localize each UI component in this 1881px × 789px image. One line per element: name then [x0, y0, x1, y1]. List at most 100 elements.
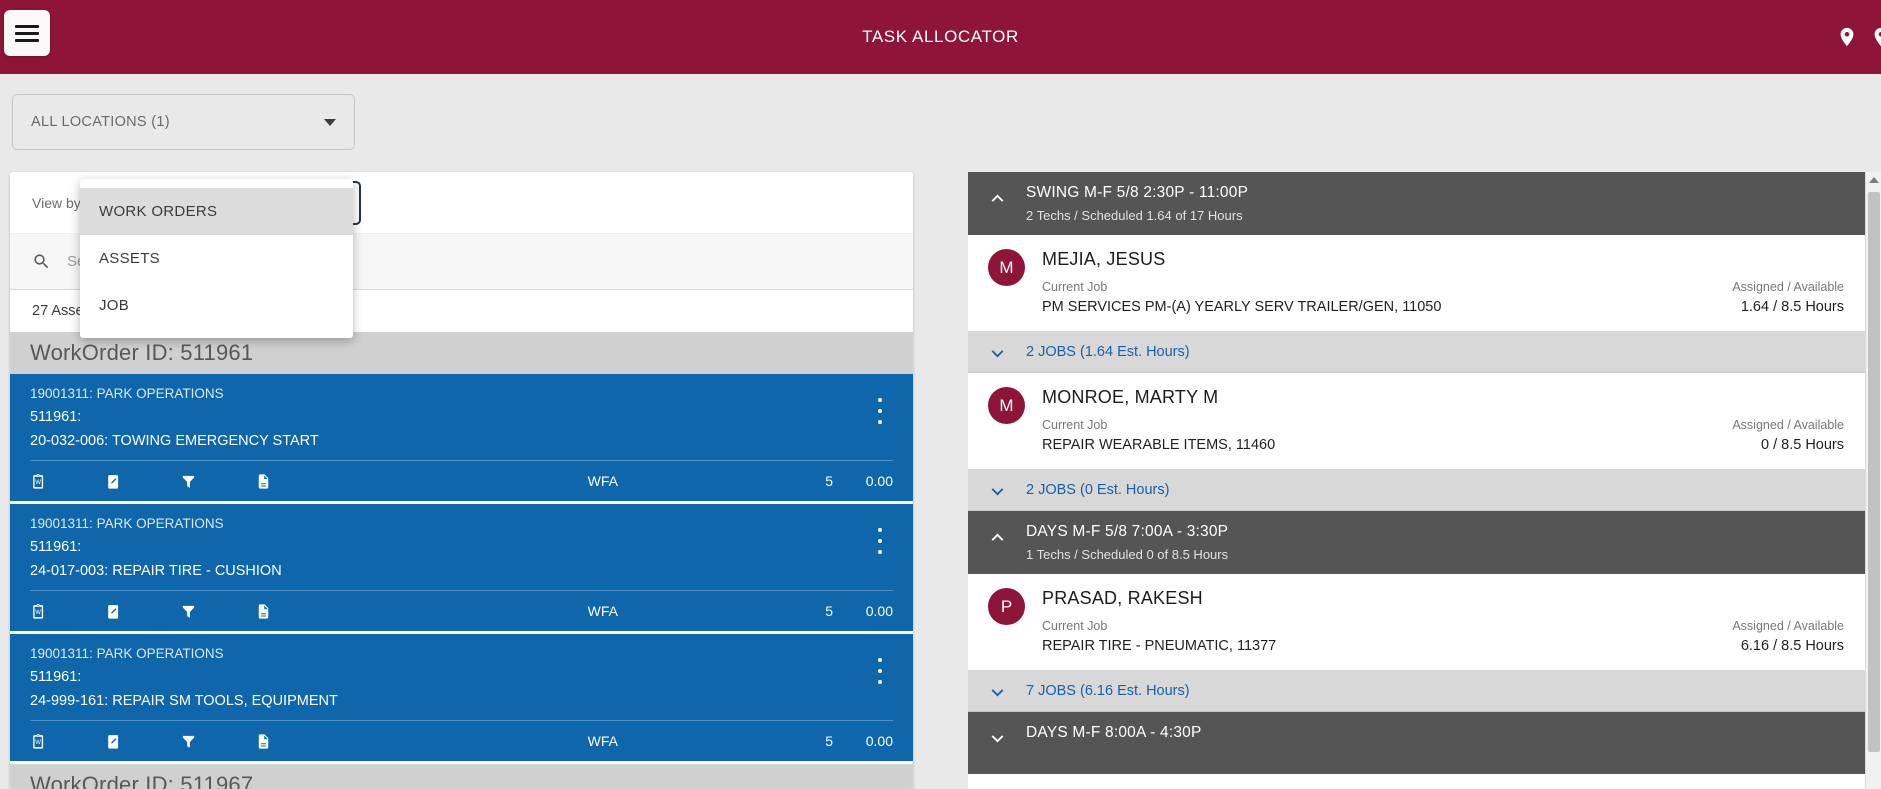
chevron-up-icon[interactable]	[968, 184, 1026, 209]
workorder-cost: 0.00	[865, 473, 893, 489]
current-job-label: Current Job	[1042, 619, 1108, 633]
chevron-up-icon[interactable]	[968, 523, 1026, 548]
workorder-priority: 5	[825, 473, 833, 489]
technician-row[interactable]: P PRASAD, RAKESH Current Job REPAIR TIRE…	[968, 574, 1866, 670]
current-job-label: Current Job	[1042, 418, 1108, 432]
workorder-cost: 0.00	[865, 733, 893, 749]
workorder-id: 511961:	[30, 409, 82, 425]
work-order-icon[interactable]: W	[30, 732, 105, 751]
view-by-label: View by:	[32, 194, 85, 211]
workorder-meta: W WFA 5 0.00	[30, 460, 893, 501]
assigned-available-label: Assigned / Available	[1732, 280, 1844, 294]
jobs-expander[interactable]: 2 JOBS (0 Est. Hours)	[968, 469, 1866, 511]
document-icon[interactable]	[255, 602, 330, 621]
edit-note-icon[interactable]	[105, 472, 180, 491]
svg-text:W: W	[35, 739, 41, 745]
edit-note-icon[interactable]	[105, 732, 180, 751]
shift-subtitle: 1 Techs / Scheduled 0 of 8.5 Hours	[1026, 547, 1229, 562]
technician-row[interactable]: M MEJIA, JESUS Current Job PM SERVICES P…	[968, 235, 1866, 331]
current-job-block: Current Job REPAIR TIRE - PNEUMATIC, 113…	[1042, 619, 1276, 654]
right-panel-scrollbar[interactable]	[1865, 172, 1881, 789]
hamburger-menu-button[interactable]	[4, 10, 50, 56]
technician-details: MONROE, MARTY M Current Job REPAIR WEARA…	[1025, 387, 1866, 453]
shift-header[interactable]: DAYS M-F 5/8 7:00A - 3:30P 1 Techs / Sch…	[968, 511, 1866, 574]
assigned-available-label: Assigned / Available	[1732, 418, 1844, 432]
workorder-id: 511961:	[30, 669, 82, 685]
chevron-down-icon[interactable]	[968, 339, 1026, 364]
location-pin-icon[interactable]	[1830, 20, 1864, 54]
workorder-status: WFA	[587, 733, 618, 749]
chevron-down-icon[interactable]	[968, 678, 1026, 703]
shift-header[interactable]: DAYS M-F 8:00A - 4:30P	[968, 712, 1866, 774]
technician-job-info: Current Job REPAIR WEARABLE ITEMS, 11460…	[1042, 418, 1844, 453]
workorder-card[interactable]: 19001311: PARK OPERATIONS 511961: 24-999…	[10, 634, 913, 761]
workorder-id: 511961:	[30, 539, 82, 555]
document-icon[interactable]	[255, 472, 330, 491]
workorder-card[interactable]: 19001311: PARK OPERATIONS 511961: 24-017…	[10, 504, 913, 631]
workorder-values: WFA 5 0.00	[330, 733, 893, 749]
assigned-available-block: Assigned / Available 1.64 / 8.5 Hours	[1732, 280, 1844, 315]
technician-details: PRASAD, RAKESH Current Job REPAIR TIRE -…	[1025, 588, 1866, 654]
location-filter-bar: ALL LOCATIONS (1)	[0, 74, 1881, 166]
filter-icon[interactable]	[180, 732, 255, 751]
filter-icon[interactable]	[180, 472, 255, 491]
dropdown-item-job[interactable]: JOB	[80, 282, 353, 329]
more-options-icon[interactable]	[869, 398, 891, 424]
search-icon	[34, 254, 49, 269]
all-locations-select[interactable]: ALL LOCATIONS (1)	[12, 94, 355, 150]
workorder-task: 24-999-161: REPAIR SM TOOLS, EQUIPMENT	[30, 693, 338, 709]
work-order-icon[interactable]: W	[30, 602, 105, 621]
assigned-available-value: 1.64 / 8.5 Hours	[1740, 299, 1844, 315]
left-panel-scrollbar[interactable]	[897, 172, 911, 789]
shift-title: DAYS M-F 8:00A - 4:30P	[1026, 724, 1202, 741]
document-icon[interactable]	[255, 732, 330, 751]
jobs-expander[interactable]: 7 JOBS (6.16 Est. Hours)	[968, 670, 1866, 712]
page-title: TASK ALLOCATOR	[862, 27, 1019, 46]
shift-title: DAYS M-F 5/8 7:00A - 3:30P	[1026, 523, 1229, 540]
more-options-icon[interactable]	[869, 528, 891, 554]
technician-name: MONROE, MARTY M	[1042, 387, 1219, 407]
current-job-value: REPAIR WEARABLE ITEMS, 11460	[1042, 437, 1276, 453]
workorder-group-header: WorkOrder ID: 511961	[10, 332, 913, 374]
scroll-up-arrow-icon[interactable]	[1866, 172, 1881, 188]
technician-schedule-panel: SWING M-F 5/8 2:30P - 11:00P 2 Techs / S…	[968, 172, 1866, 789]
assigned-available-value: 0 / 8.5 Hours	[1760, 437, 1844, 453]
dropdown-item-label: JOB	[99, 297, 130, 314]
technician-job-info: Current Job REPAIR TIRE - PNEUMATIC, 113…	[1042, 619, 1844, 654]
workorder-action-icons: W	[30, 732, 330, 751]
workorder-priority: 5	[825, 603, 833, 619]
edit-note-icon[interactable]	[105, 602, 180, 621]
workorder-action-icons: W	[30, 602, 330, 621]
work-order-icon[interactable]: W	[30, 472, 105, 491]
workorder-location: 19001311: PARK OPERATIONS	[30, 646, 224, 661]
svg-text:W: W	[35, 609, 41, 615]
chevron-down-icon[interactable]	[968, 724, 1026, 749]
dropdown-item-work-orders[interactable]: WORK ORDERS	[80, 188, 353, 235]
workorder-card[interactable]: 19001311: PARK OPERATIONS 511961: 20-032…	[10, 374, 913, 501]
jobs-count-label: 2 JOBS (0 Est. Hours)	[1026, 481, 1170, 498]
workorder-group-header: WorkOrder ID: 511967	[10, 764, 913, 789]
workorder-status: WFA	[587, 603, 618, 619]
svg-text:W: W	[35, 479, 41, 485]
jobs-expander[interactable]: 2 JOBS (1.64 Est. Hours)	[968, 331, 1866, 373]
shift-header-text: SWING M-F 5/8 2:30P - 11:00P 2 Techs / S…	[1026, 184, 1248, 223]
technician-job-info: Current Job PM SERVICES PM-(A) YEARLY SE…	[1042, 280, 1844, 315]
technician-row[interactable]: M MONROE, MARTY M Current Job REPAIR WEA…	[968, 373, 1866, 469]
assigned-available-value: 6.16 / 8.5 Hours	[1740, 638, 1844, 654]
chevron-down-icon[interactable]	[968, 477, 1026, 502]
workorder-values: WFA 5 0.00	[330, 603, 893, 619]
technician-name: PRASAD, RAKESH	[1042, 588, 1203, 608]
dropdown-item-assets[interactable]: ASSETS	[80, 235, 353, 282]
more-options-icon[interactable]	[869, 658, 891, 684]
workorder-meta: W WFA 5 0.00	[30, 720, 893, 761]
scrollbar-thumb[interactable]	[1868, 192, 1880, 752]
dropdown-item-label: ASSETS	[99, 250, 160, 267]
workorder-priority: 5	[825, 733, 833, 749]
shift-header[interactable]: SWING M-F 5/8 2:30P - 11:00P 2 Techs / S…	[968, 172, 1866, 235]
location-pin-icon-secondary[interactable]	[1864, 20, 1881, 54]
filter-icon[interactable]	[180, 602, 255, 621]
all-locations-value: ALL LOCATIONS (1)	[31, 114, 170, 130]
workorder-values: WFA 5 0.00	[330, 473, 893, 489]
current-job-label: Current Job	[1042, 280, 1108, 294]
